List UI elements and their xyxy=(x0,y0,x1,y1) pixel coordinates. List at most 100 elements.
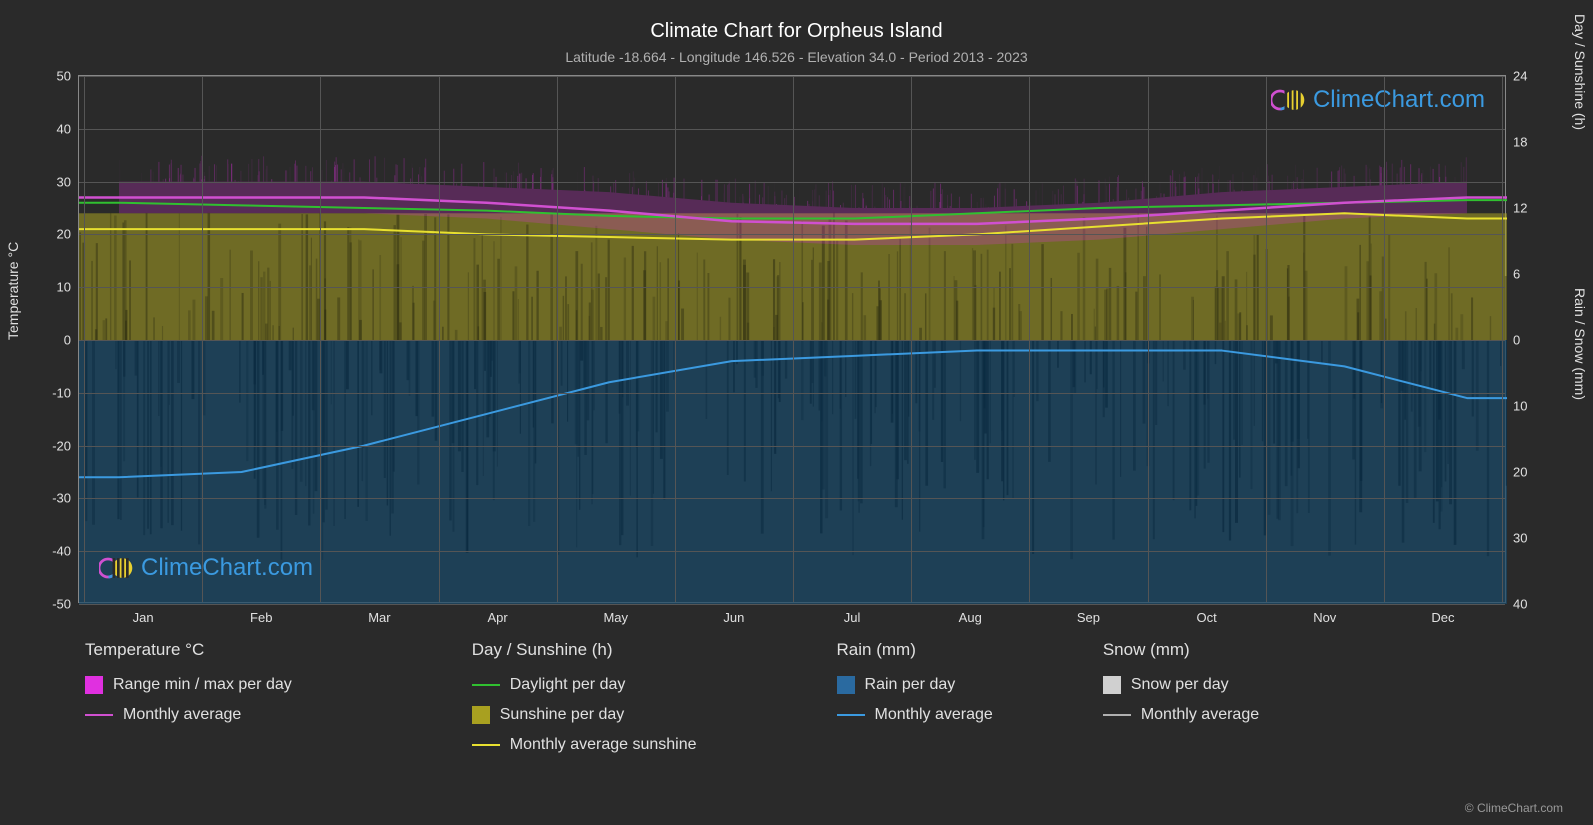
legend-line-icon xyxy=(85,714,113,716)
gridline-v xyxy=(1266,76,1267,602)
gridline-v xyxy=(1148,76,1149,602)
axis-label-right-top: Day / Sunshine (h) xyxy=(1572,14,1588,130)
legend-label: Monthly average sunshine xyxy=(510,736,697,754)
legend-item: Monthly average xyxy=(837,706,993,724)
legend-item: Sunshine per day xyxy=(472,706,697,724)
axis-label-left: Temperature °C xyxy=(5,242,21,340)
tick-right: 12 xyxy=(1513,201,1527,216)
legend-label: Monthly average xyxy=(123,706,241,724)
gridline-h xyxy=(79,446,1505,447)
gridline-h xyxy=(79,129,1505,130)
legend-area: Temperature °C Range min / max per day Mo… xyxy=(85,640,1505,754)
axis-label-right-bottom: Rain / Snow (mm) xyxy=(1572,288,1588,400)
legend-col-temperature: Temperature °C Range min / max per day Mo… xyxy=(85,640,292,754)
legend-label: Sunshine per day xyxy=(500,706,625,724)
legend-swatch-icon xyxy=(1103,676,1121,694)
tick-left: 30 xyxy=(57,174,71,189)
tick-bottom: Feb xyxy=(250,610,272,625)
chart-title: Climate Chart for Orpheus Island xyxy=(50,20,1543,43)
copyright-text: © ClimeChart.com xyxy=(1465,801,1563,815)
gridline-v xyxy=(1502,76,1503,602)
tick-left: -20 xyxy=(52,438,71,453)
legend-header: Temperature °C xyxy=(85,640,292,660)
legend-item: Monthly average xyxy=(1103,706,1259,724)
legend-item: Monthly average sunshine xyxy=(472,736,697,754)
tick-left: 0 xyxy=(64,333,71,348)
watermark-text: ClimeChart.com xyxy=(141,554,313,582)
tick-left: -50 xyxy=(52,597,71,612)
tick-right: 10 xyxy=(1513,399,1527,414)
legend-label: Snow per day xyxy=(1131,676,1229,694)
tick-bottom: Oct xyxy=(1196,610,1216,625)
watermark-bottom: ClimeChart.com xyxy=(99,554,313,582)
climate-chart-container: Climate Chart for Orpheus Island Latitud… xyxy=(0,0,1593,825)
gridline-v xyxy=(320,76,321,602)
legend-label: Range min / max per day xyxy=(113,676,292,694)
gridline-h xyxy=(79,287,1505,288)
tick-left: -40 xyxy=(52,544,71,559)
tick-bottom: May xyxy=(603,610,628,625)
legend-header: Snow (mm) xyxy=(1103,640,1259,660)
tick-left: -10 xyxy=(52,385,71,400)
gridline-h xyxy=(79,604,1505,605)
tick-bottom: Jul xyxy=(844,610,861,625)
legend-line-icon xyxy=(1103,714,1131,716)
watermark-top: ClimeChart.com xyxy=(1271,86,1485,114)
tick-bottom: Nov xyxy=(1313,610,1336,625)
gridline-h xyxy=(79,498,1505,499)
tick-right: 24 xyxy=(1513,69,1527,84)
tick-left: -30 xyxy=(52,491,71,506)
tick-left: 10 xyxy=(57,280,71,295)
tick-right: 18 xyxy=(1513,135,1527,150)
tick-left: 20 xyxy=(57,227,71,242)
gridline-v xyxy=(1029,76,1030,602)
tick-left: 50 xyxy=(57,69,71,84)
gridline-v xyxy=(911,76,912,602)
gridline-v xyxy=(84,76,85,602)
legend-header: Day / Sunshine (h) xyxy=(472,640,697,660)
gridline-h xyxy=(79,340,1505,341)
chart-subtitle: Latitude -18.664 - Longitude 146.526 - E… xyxy=(50,49,1543,65)
gridline-v xyxy=(439,76,440,602)
tick-right: 40 xyxy=(1513,597,1527,612)
legend-col-rain: Rain (mm) Rain per day Monthly average xyxy=(837,640,993,754)
plot-area: ClimeChart.com ClimeChart.com -50-40-30-… xyxy=(78,75,1506,603)
legend-label: Monthly average xyxy=(875,706,993,724)
legend-col-daylight: Day / Sunshine (h) Daylight per day Sunsh… xyxy=(472,640,697,754)
logo-icon xyxy=(99,554,135,582)
tick-bottom: Jun xyxy=(723,610,744,625)
tick-right: 30 xyxy=(1513,531,1527,546)
gridline-v xyxy=(675,76,676,602)
legend-item: Monthly average xyxy=(85,706,292,724)
legend-label: Daylight per day xyxy=(510,676,626,694)
gridline-h xyxy=(79,551,1505,552)
legend-item: Range min / max per day xyxy=(85,676,292,694)
legend-label: Monthly average xyxy=(1141,706,1259,724)
legend-swatch-icon xyxy=(85,676,103,694)
gridline-v xyxy=(1384,76,1385,602)
gridline-h xyxy=(79,393,1505,394)
legend-col-snow: Snow (mm) Snow per day Monthly average xyxy=(1103,640,1259,754)
tick-bottom: Aug xyxy=(959,610,982,625)
legend-header: Rain (mm) xyxy=(837,640,993,660)
tick-bottom: Apr xyxy=(487,610,507,625)
tick-left: 40 xyxy=(57,121,71,136)
gridline-v xyxy=(202,76,203,602)
tick-bottom: Dec xyxy=(1431,610,1454,625)
tick-bottom: Mar xyxy=(368,610,390,625)
logo-icon xyxy=(1271,86,1307,114)
gridline-v xyxy=(793,76,794,602)
gridline-h xyxy=(79,234,1505,235)
legend-line-icon xyxy=(472,744,500,746)
tick-right: 20 xyxy=(1513,465,1527,480)
legend-swatch-icon xyxy=(837,676,855,694)
tick-bottom: Sep xyxy=(1077,610,1100,625)
gridline-v xyxy=(557,76,558,602)
watermark-text: ClimeChart.com xyxy=(1313,86,1485,114)
legend-item: Snow per day xyxy=(1103,676,1259,694)
tick-right: 6 xyxy=(1513,267,1520,282)
tick-right: 0 xyxy=(1513,333,1520,348)
legend-line-icon xyxy=(472,684,500,686)
legend-item: Daylight per day xyxy=(472,676,697,694)
legend-item: Rain per day xyxy=(837,676,993,694)
